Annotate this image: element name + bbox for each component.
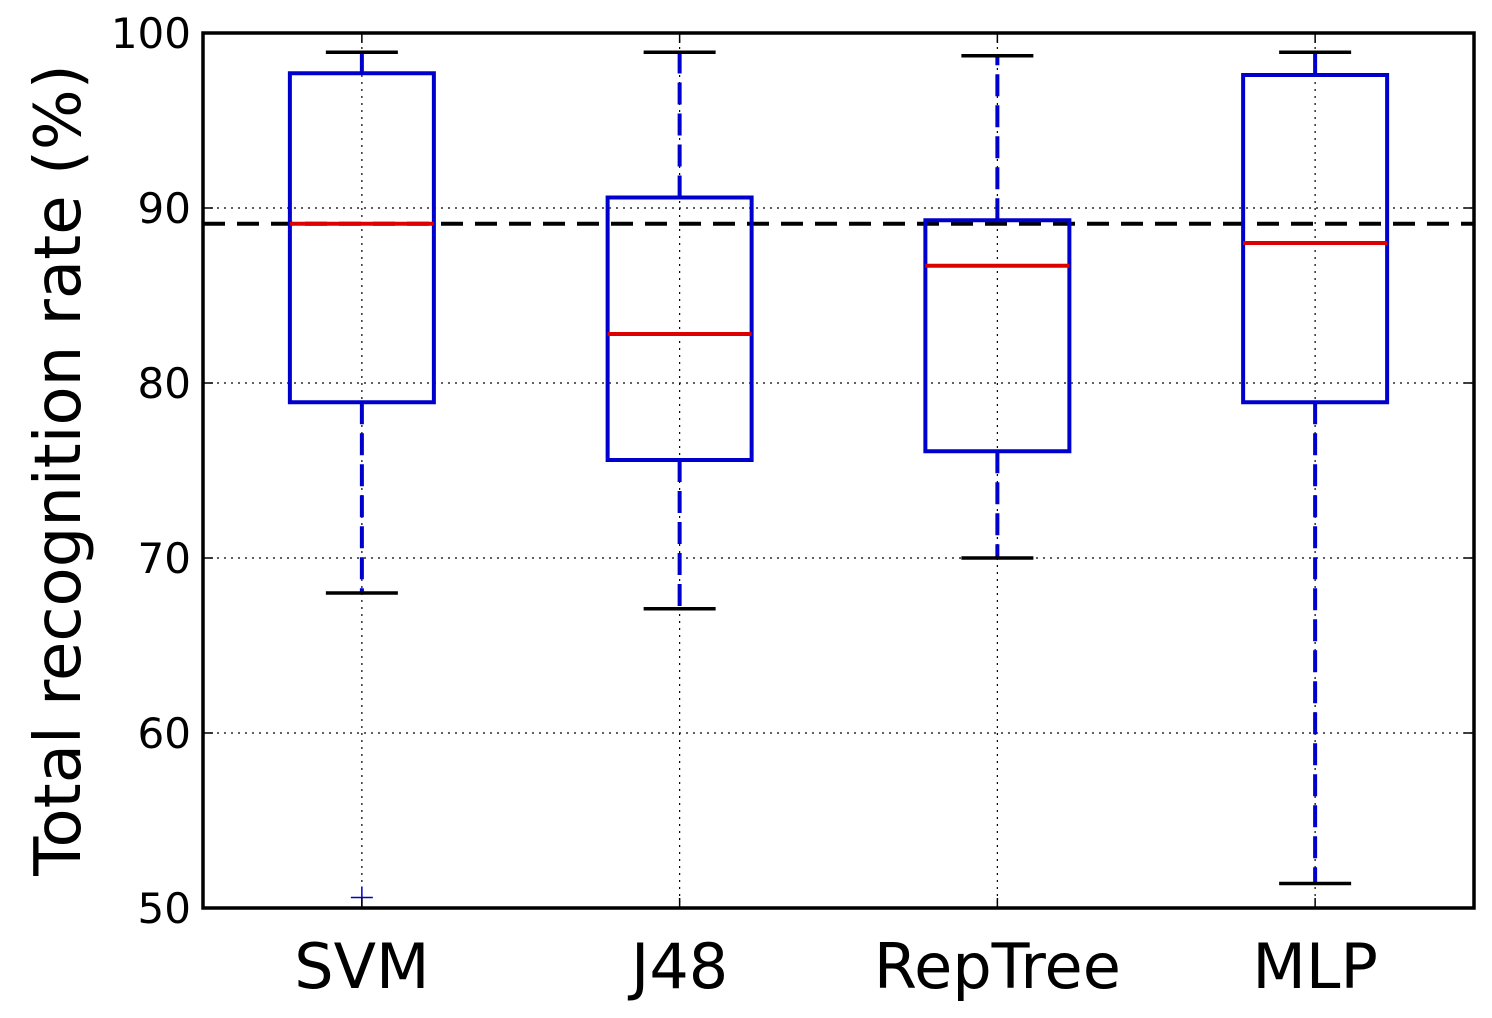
x-category-label: MLP (1252, 930, 1377, 1003)
plot-frame (201, 31, 1476, 910)
y-tick-label: 80 (138, 359, 191, 408)
iqr-box (287, 71, 436, 405)
y-tick-label: 90 (138, 184, 191, 233)
iqr-box (923, 218, 1072, 454)
x-category-label: SVM (294, 930, 429, 1003)
x-category-label: RepTree (874, 930, 1121, 1003)
grid-layer (203, 33, 1474, 908)
y-tick-label: 60 (138, 709, 191, 758)
y-axis-label: Total recognition rate (%) (22, 64, 96, 876)
iqr-box (1241, 73, 1390, 405)
box-group-j48 (605, 50, 754, 611)
y-tick-label: 100 (111, 9, 191, 58)
y-tick-label: 70 (138, 534, 191, 583)
x-category-label: J48 (627, 930, 728, 1003)
label-layer: Total recognition rate (%) 50 60 70 80 90 100… (22, 9, 1378, 1003)
box-group-svm (287, 50, 436, 909)
y-tick-label: 50 (138, 884, 191, 933)
box-group-mlp (1241, 50, 1390, 886)
tick-layer (203, 32, 1474, 909)
box-group-reptree (923, 54, 1072, 560)
box-layer (287, 50, 1390, 909)
iqr-box (605, 195, 754, 462)
